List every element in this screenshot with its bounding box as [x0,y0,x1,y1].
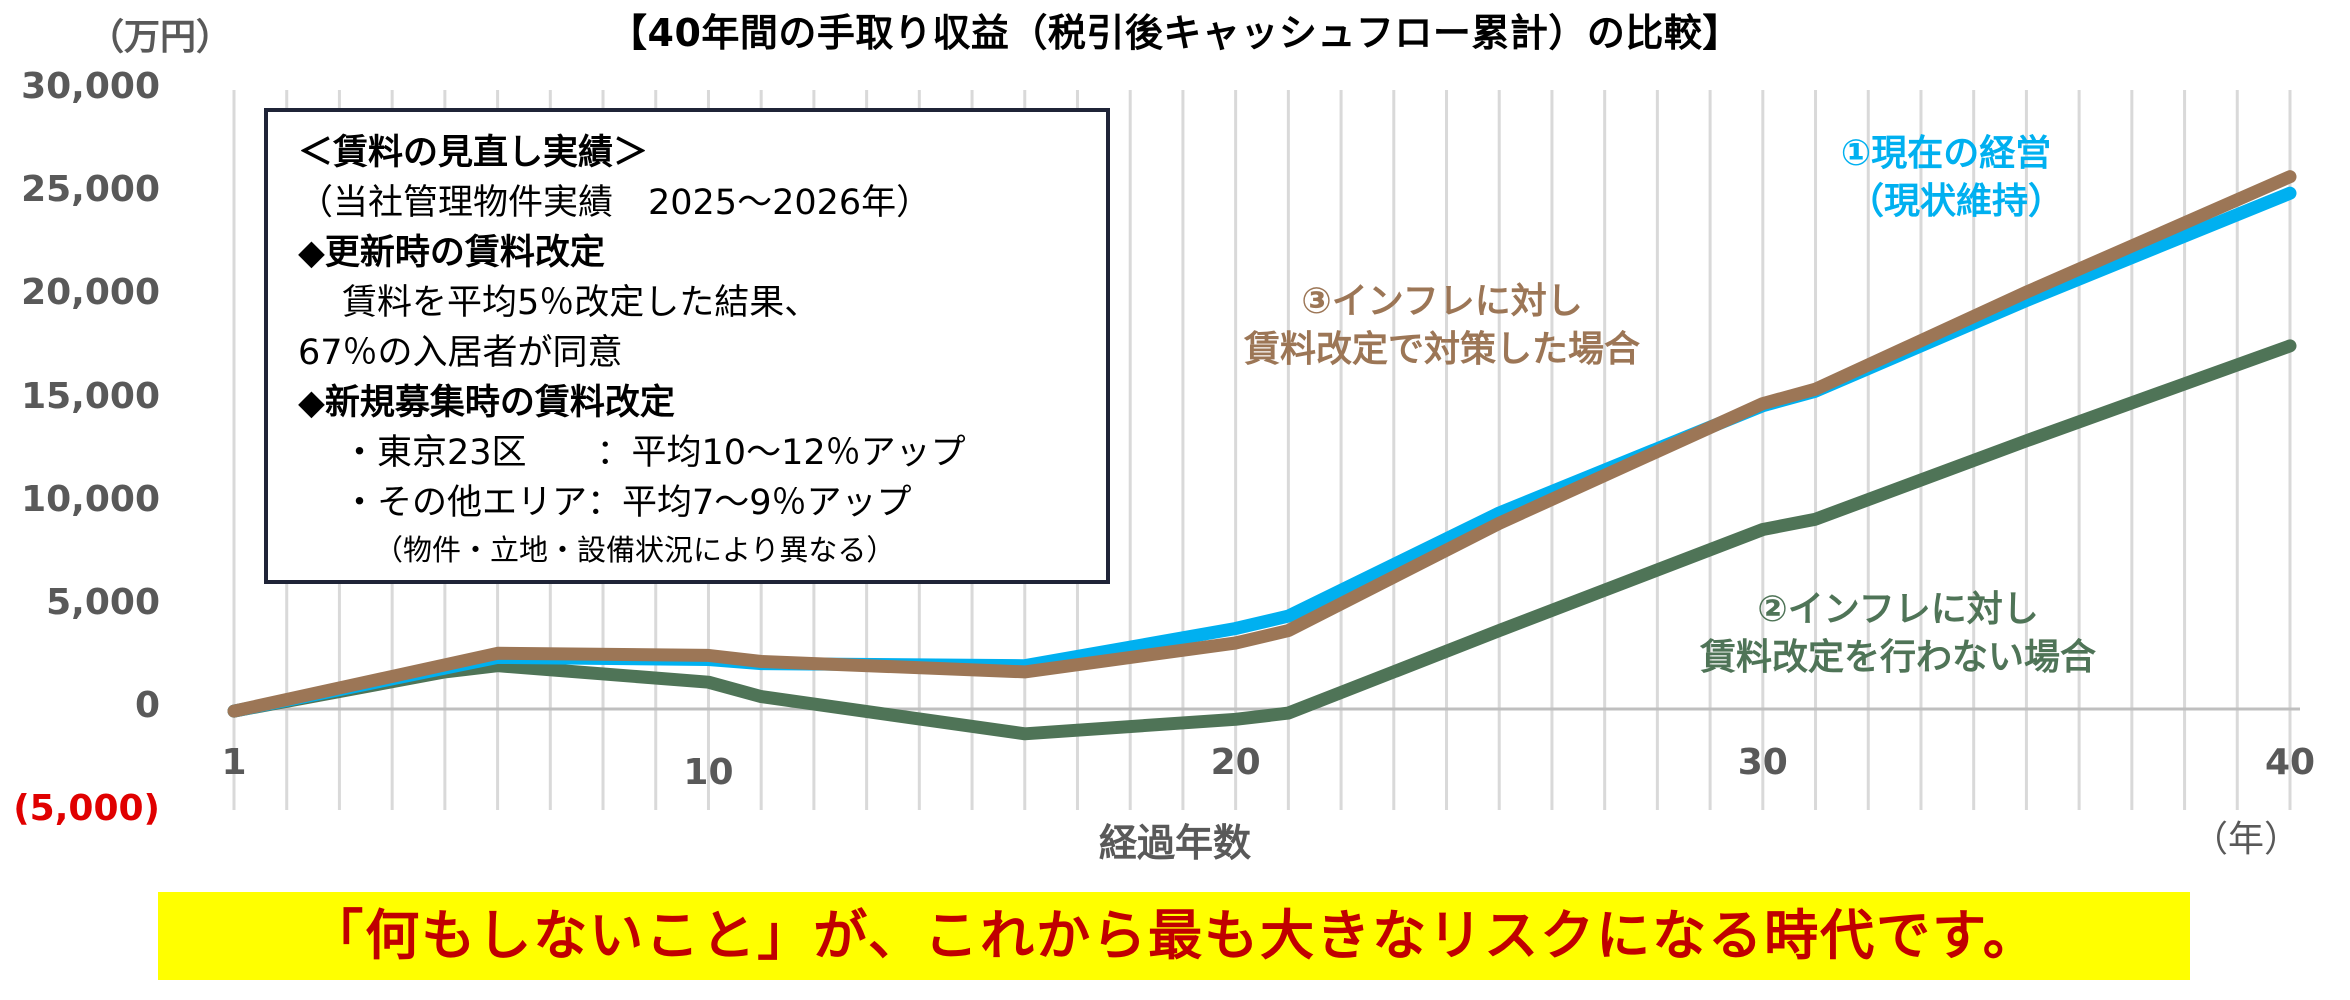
series1-label: ①現在の経営 （現状維持） [1828,130,2064,226]
y-tick-label: 15,000 [21,375,160,417]
warning-banner: 「何もしないこと」が、これから最も大きなリスクになる時代です。 [158,892,2190,980]
info-heading: ＜賃料の見直し実績＞ [298,133,649,173]
x-tick-label: 1 [221,742,247,783]
series3-label: ③インフレに対し 賃料改定で対策した場合 [1244,278,1640,374]
info-subheading: （当社管理物件実績 2025～2026年） [298,183,932,223]
series-line-2 [227,339,2297,741]
series-lines [227,170,2297,741]
chart-title: 【40年間の手取り収益（税引後キャッシュフロー累計）の比較】 [609,11,1741,55]
info-new-title: ◆新規募集時の賃料改定 [298,383,675,423]
y-tick-label: 10,000 [21,478,160,520]
x-axis-label: 経過年数 [1098,821,1251,865]
y-axis-unit: （万円） [88,17,233,58]
series-line-3 [227,170,2297,718]
series1-label-line1: ①現在の経営 [1840,133,2052,174]
series2-label-line1: ②インフレに対し [1757,589,2039,630]
info-renewal-title: ◆更新時の賃料改定 [298,233,605,273]
series2-label: ②インフレに対し 賃料改定を行わない場合 [1700,586,2096,682]
x-axis-unit: （年） [2192,819,2301,860]
series1-label-line2: （現状維持） [1848,181,2065,222]
series3-label-line1: ③インフレに対し [1301,281,1583,322]
x-tick-label: 30 [1737,742,1788,783]
x-tick-label: 20 [1210,742,1261,783]
y-tick-label: (5,000) [13,788,160,830]
x-tick-label: 40 [2264,742,2316,783]
info-new-tokyo: ・東京23区 ：平均10～12％アップ [342,433,966,473]
y-tick-label: 30,000 [21,66,160,107]
y-tick-label: 25,000 [21,169,160,211]
y-tick-label: 5,000 [46,581,160,623]
series2-label-line2: 賃料改定を行わない場合 [1700,637,2097,678]
info-renewal-line1: 賃料を平均5％改定した結果、 [342,283,820,323]
y-tick-label: 0 [134,685,160,726]
y-tick-label: 20,000 [21,272,160,314]
info-renewal-line2: 67％の入居者が同意 [298,333,623,373]
info-new-other: ・その他エリア：平均7～9％アップ [342,483,912,523]
info-note: （物件・立地・設備状況により異なる） [374,533,896,567]
series3-label-line2: 賃料改定で対策した場合 [1244,329,1641,370]
x-tick-label: 10 [683,752,734,793]
rent-review-info-box: ＜賃料の見直し実績＞ （当社管理物件実績 2025～2026年） ◆更新時の賃料… [264,108,1110,584]
